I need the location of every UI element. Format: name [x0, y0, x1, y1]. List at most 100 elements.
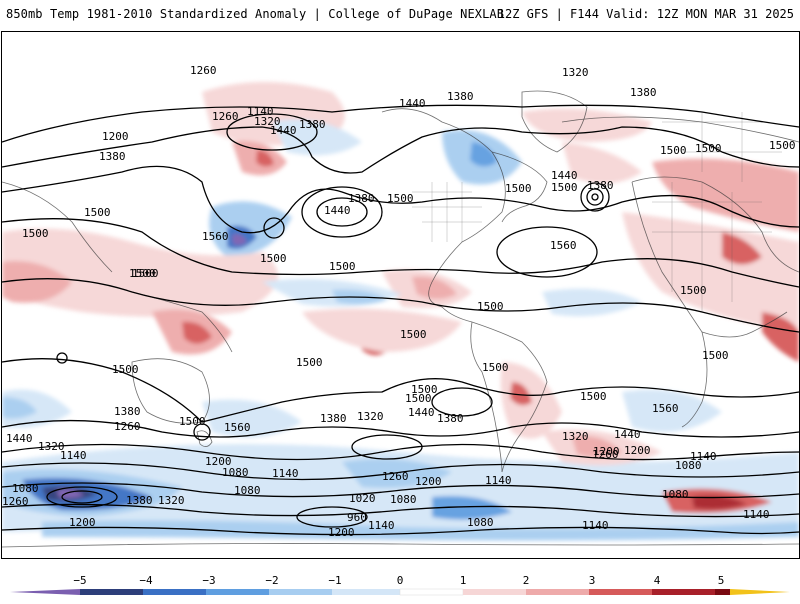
- coastline-new-zealand: [196, 430, 213, 447]
- contour-label: 1260: [2, 495, 29, 508]
- anomaly-pale-red-area: [562, 142, 642, 184]
- contour-label: 1380: [630, 86, 657, 99]
- colorbar-tick-label: 2: [523, 574, 530, 587]
- colorbar-arrow-right: [730, 589, 790, 595]
- coastline-australia: [131, 358, 210, 424]
- coastline-africa: [631, 181, 708, 428]
- contour-label: 1500: [680, 284, 707, 297]
- contour-label: 1380: [348, 192, 375, 205]
- colorbar-tick-label: −4: [139, 574, 153, 587]
- contour-closed-low: [61, 490, 103, 504]
- coastline-south-america: [470, 321, 503, 473]
- contour-label: 1500: [702, 349, 729, 362]
- contour-label: 1560: [652, 402, 679, 415]
- anomaly-red-area: [256, 150, 274, 167]
- contour-label: 1080: [222, 466, 249, 479]
- contour-label: 1080: [467, 516, 494, 529]
- weather-map[interactable]: 1260 1320 1140 1260 1320 1440 1380 1200 …: [1, 31, 800, 559]
- contour-label: 1500: [551, 181, 578, 194]
- anomaly-red-area: [692, 495, 747, 510]
- contour-label: 1560: [202, 230, 229, 243]
- contour-label: 1440: [614, 428, 641, 441]
- contour-label: 1200: [205, 455, 232, 468]
- coastline-south-america: [471, 321, 548, 473]
- contour-label: 1320: [357, 410, 384, 423]
- contour-line: [2, 126, 799, 174]
- contour-closed-low: [56, 352, 68, 364]
- contour-label: 1140: [368, 519, 395, 532]
- contour-label: 1080: [390, 493, 417, 506]
- contour-label: 1140: [247, 105, 274, 118]
- contour-label: 1500: [660, 144, 687, 157]
- contour-closed-low: [316, 197, 368, 227]
- contour-line: [2, 503, 799, 518]
- contour-label: 1020: [349, 492, 376, 505]
- colorbar-segment: [332, 589, 400, 595]
- coastline-africa: [701, 311, 788, 338]
- contour-label: 1320: [562, 430, 589, 443]
- contour-label: 1140: [743, 508, 770, 521]
- contour-label: 1380: [126, 494, 153, 507]
- contour-label: 1500: [129, 267, 156, 280]
- anomaly-colorbar: −5 −4 −3 −2 −1 0 1 2 3 4 5: [0, 560, 800, 600]
- contour-label: 1500: [695, 142, 722, 155]
- contour-closed-low: [580, 182, 610, 212]
- contour-closed-low: [301, 186, 383, 238]
- colorbar-arrow-left: [10, 589, 80, 595]
- contour-label: 1440: [324, 204, 351, 217]
- anomaly-pale-red-area: [522, 108, 652, 142]
- colorbar-tick-label: −2: [265, 574, 278, 587]
- contour-line: [2, 443, 799, 461]
- coastline-north-america: [491, 151, 548, 223]
- contour-label: 1500: [411, 383, 438, 396]
- colorbar-segment: [526, 589, 589, 595]
- anomaly-blue-area: [470, 142, 497, 167]
- contour-line: [2, 218, 799, 288]
- contour-line: [2, 462, 799, 481]
- contour-line: [2, 526, 799, 536]
- colorbar-tick-label: −5: [73, 574, 86, 587]
- colorbar-tick-label: −1: [328, 574, 341, 587]
- colorbar-segment: [399, 588, 464, 596]
- contour-label: 1440: [270, 124, 297, 137]
- colorbar-segment: [80, 589, 143, 595]
- contour-label: 1080: [662, 488, 689, 501]
- contour-label: 1560: [224, 421, 251, 434]
- contour-label: 1380: [447, 90, 474, 103]
- contour-label: 1380: [437, 412, 464, 425]
- anomaly-pale-blue-area: [262, 278, 402, 307]
- contour-label: 1260: [114, 420, 141, 433]
- contour-closed-high: [496, 226, 598, 278]
- colorbar-tick-label: 0: [397, 574, 404, 587]
- colorbar-tick-label: 1: [460, 574, 467, 587]
- anomaly-pale-blue-area: [542, 288, 642, 317]
- contour-label: 1140: [272, 467, 299, 480]
- colorbar-graphic: −5 −4 −3 −2 −1 0 1 2 3 4 5: [10, 574, 790, 596]
- anomaly-red-area: [510, 382, 532, 406]
- colorbar-tick-label: −3: [202, 574, 215, 587]
- anomaly-purple-area: [57, 489, 84, 499]
- anomaly-pale-red-area: [2, 228, 278, 317]
- contour-closed-low: [263, 217, 285, 239]
- contour-label: 1320: [562, 66, 589, 79]
- contour-label: 1500: [84, 206, 111, 219]
- contour-line: [2, 104, 799, 143]
- contour-label: 1380: [114, 405, 141, 418]
- colorbar-segments: [10, 588, 790, 596]
- map-header: 850mb Temp 1981-2010 Standardized Anomal…: [0, 0, 800, 30]
- political-borders: [412, 112, 782, 312]
- anomaly-pale-blue-area: [272, 119, 362, 156]
- contour-line: [2, 278, 799, 333]
- contour-label: 1440: [6, 432, 33, 445]
- contour-closed-low: [193, 423, 211, 441]
- contour-label: 1320: [38, 440, 65, 453]
- contour-label: 1260: [382, 470, 409, 483]
- contour-label: 1500: [179, 415, 206, 428]
- contour-label: 1200: [328, 526, 355, 539]
- anomaly-pale-blue-area: [202, 399, 302, 438]
- coastline-eurasia: [631, 176, 799, 273]
- colorbar-tick-label: 5: [718, 574, 725, 587]
- colorbar-segment: [206, 589, 269, 595]
- contour-label: 1380: [587, 179, 614, 192]
- contour-label: 1500: [400, 328, 427, 341]
